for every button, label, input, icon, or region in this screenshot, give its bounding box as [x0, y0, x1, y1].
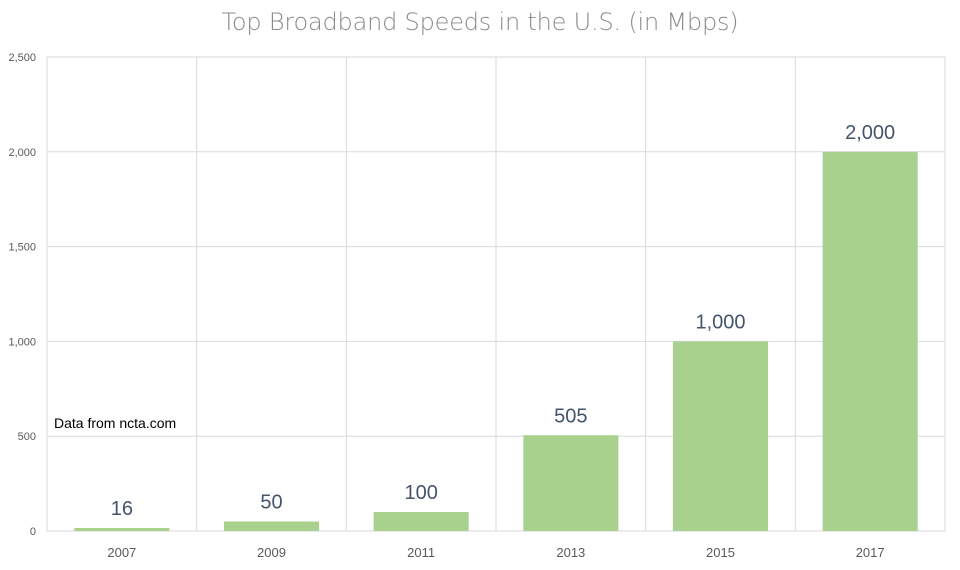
- data-label-2015: 1,000: [695, 311, 745, 333]
- gridlines: [46, 56, 946, 532]
- x-tick-label-2013: 2013: [556, 545, 585, 560]
- data-label-2007: 16: [111, 498, 133, 520]
- x-tick-label-2011: 2011: [407, 545, 435, 560]
- source-annotation: Data from ncta.com: [54, 415, 177, 431]
- x-tick-label-2007: 2007: [107, 545, 136, 560]
- bar-2017: [822, 151, 918, 532]
- bars: [74, 151, 918, 532]
- data-label-2009: 50: [260, 492, 282, 514]
- y-tick-label: 500: [18, 431, 36, 443]
- bar-2011: [373, 512, 469, 531]
- x-tick-label-2009: 2009: [257, 545, 286, 560]
- x-axis-ticks: 2007 2009 2011 2013 2015 2017: [107, 545, 884, 560]
- data-label-2013: 505: [554, 405, 587, 427]
- data-label-2011: 100: [404, 482, 437, 504]
- y-tick-label: 0: [30, 526, 36, 538]
- bar-2015: [672, 341, 769, 531]
- y-tick-label: 1,500: [8, 242, 36, 254]
- y-tick-label: 2,500: [8, 52, 36, 64]
- y-axis-ticks: 0 500 1,000 1,500 2,000 2,500: [8, 52, 36, 538]
- y-tick-label: 1,000: [8, 336, 36, 348]
- chart-title: Top Broadband Speeds in the U.S. (in Mbp…: [221, 8, 739, 36]
- bar-2007: [74, 527, 170, 531]
- y-tick-label: 2,000: [8, 147, 36, 159]
- data-labels: 16 50 100 505 1,000 2,000: [111, 122, 895, 520]
- data-label-2017: 2,000: [845, 122, 895, 144]
- bar-2009: [223, 521, 320, 531]
- x-tick-label-2015: 2015: [706, 545, 735, 560]
- bar-2013: [523, 435, 619, 531]
- x-tick-label-2017: 2017: [856, 545, 885, 560]
